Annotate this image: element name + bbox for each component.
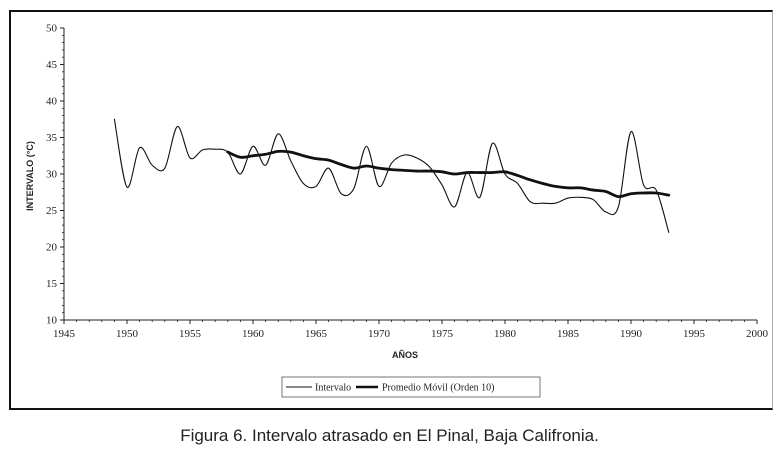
x-axis-title: AÑOS xyxy=(392,350,418,360)
x-tick-label: 1970 xyxy=(368,328,391,340)
figure-caption: Figura 6. Intervalo atrasado en El Pinal… xyxy=(180,426,599,445)
series-layer xyxy=(113,118,671,233)
x-tick-label: 1980 xyxy=(494,328,517,340)
x-tick-label: 1990 xyxy=(620,328,643,340)
x-tick-label: 1955 xyxy=(179,328,202,340)
x-tick-label: 1975 xyxy=(431,328,454,340)
y-tick-label: 25 xyxy=(46,205,58,217)
x-tick-label: 1965 xyxy=(305,328,328,340)
chart-frame xyxy=(9,10,773,410)
y-tick-label: 10 xyxy=(46,315,58,327)
y-tick-label: 50 xyxy=(46,23,58,35)
y-axis-title: INTERVALO (°C) xyxy=(25,141,35,211)
series-line-promedio-movil xyxy=(226,149,671,199)
legend: Intervalo Promedio Móvil (Orden 10) xyxy=(281,376,541,398)
x-tick-label: 1960 xyxy=(242,328,265,340)
y-tick-label: 40 xyxy=(46,96,58,108)
axes: 10 15 20 25 30 35 40 45 50 1945 1950 1955 1960 1965 19… xyxy=(46,23,769,341)
y-tick-label: 15 xyxy=(46,278,58,290)
y-tick-label: 45 xyxy=(46,59,58,71)
y-tick-label: 20 xyxy=(46,242,58,254)
x-tick-label: 1985 xyxy=(557,328,580,340)
y-tick-label: 30 xyxy=(46,169,58,181)
legend-label-intervalo: Intervalo xyxy=(315,383,351,394)
y-tick-label: 35 xyxy=(46,132,58,144)
x-tick-label: 2000 xyxy=(746,328,769,340)
line-chart: 10 15 20 25 30 35 40 45 50 1945 1950 1955 1960 1965 19… xyxy=(25,23,769,398)
legend-label-promedio: Promedio Móvil (Orden 10) xyxy=(382,383,495,394)
series-line-intervalo xyxy=(113,118,670,233)
x-tick-label: 1945 xyxy=(53,328,76,340)
legend-box xyxy=(281,376,541,398)
x-tick-label: 1995 xyxy=(683,328,706,340)
x-tick-label: 1950 xyxy=(116,328,139,340)
